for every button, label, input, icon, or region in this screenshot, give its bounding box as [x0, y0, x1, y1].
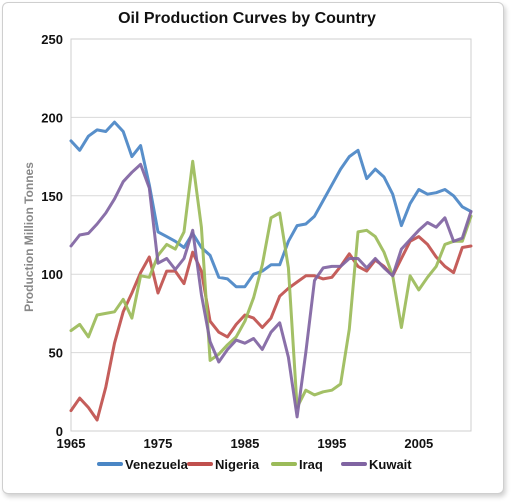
series-line-kuwait [69, 162, 473, 419]
series-line-venezuela [69, 120, 473, 289]
legend-label-iraq: Iraq [299, 457, 323, 472]
x-tick-label: 2005 [404, 436, 433, 451]
line-chart: Oil Production Curves by Country Product… [22, 10, 473, 472]
legend-label-venezuela: Venezuela [125, 457, 189, 472]
y-tick-labels: 0 50 100 150 200 250 [41, 32, 63, 439]
x-tick-label: 1985 [230, 436, 259, 451]
y-tick-label: 250 [41, 32, 63, 47]
chart-title: Oil Production Curves by Country [118, 10, 376, 27]
legend-label-nigeria: Nigeria [215, 457, 260, 472]
y-tick-label: 150 [41, 189, 63, 204]
y-tick-label: 50 [49, 346, 63, 361]
x-tick-labels: 1965 1975 1985 1995 2005 [57, 436, 434, 451]
x-tick-label: 1975 [143, 436, 172, 451]
legend: Venezuela Nigeria Iraq Kuwait [97, 457, 412, 472]
y-tick-label: 0 [56, 424, 63, 439]
x-tick-label: 1965 [57, 436, 86, 451]
plot-area-border [70, 38, 472, 432]
grid-lines [71, 116, 471, 354]
legend-label-kuwait: Kuwait [369, 457, 412, 472]
y-tick-label: 100 [41, 267, 63, 282]
chart-frame: Oil Production Curves by Country Product… [2, 2, 504, 494]
series-line-iraq [69, 159, 473, 409]
series-lines [69, 120, 473, 422]
x-tick-label: 1995 [317, 436, 346, 451]
y-tick-label: 200 [41, 110, 63, 125]
y-axis-label: Production Million Tonnes [22, 162, 36, 312]
series-line-nigeria [69, 235, 473, 422]
